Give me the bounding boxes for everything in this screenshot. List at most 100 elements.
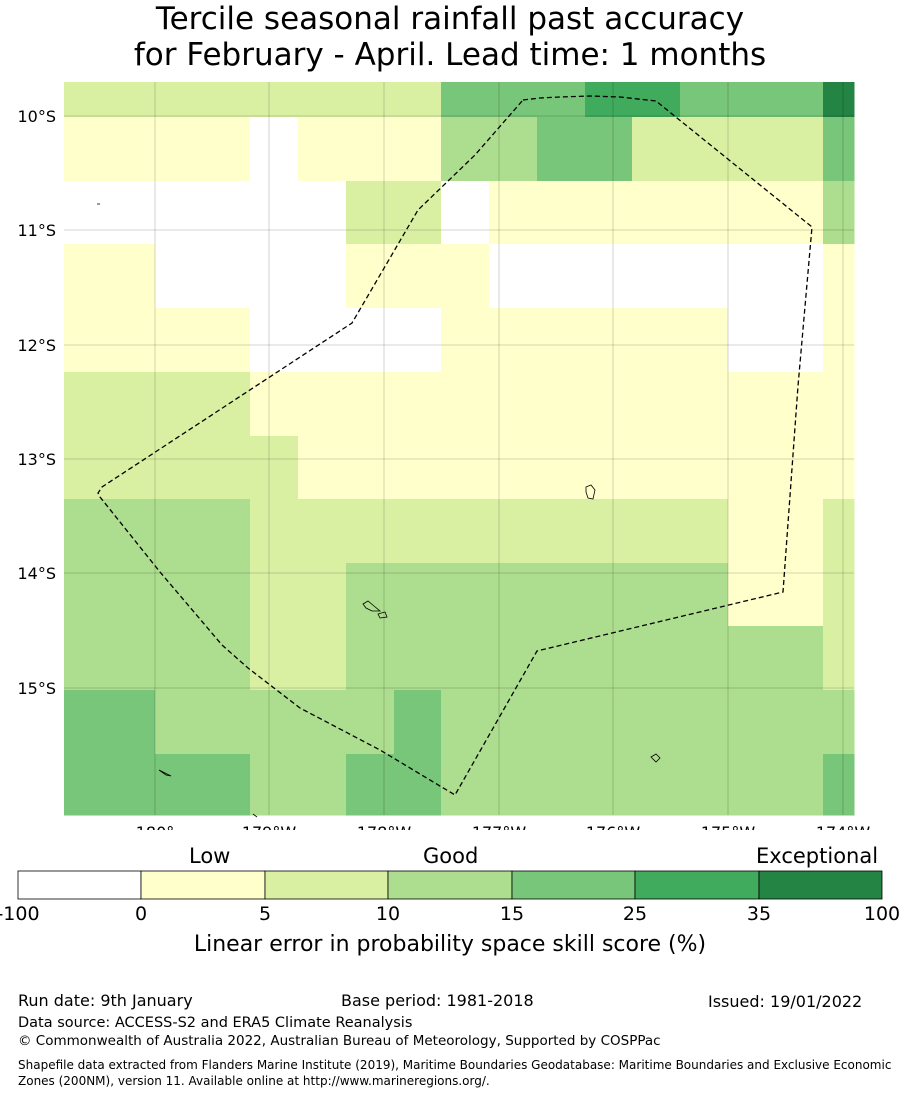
grid-cell (64, 626, 156, 691)
colorbar-tick: 5 (258, 903, 272, 925)
grid-cell (346, 244, 442, 309)
grid-cell (537, 308, 586, 373)
grid-cell (632, 117, 729, 182)
grid-cell (298, 499, 347, 564)
island-outline (650, 753, 661, 763)
grid-cell (394, 372, 442, 437)
grid-cell (110, 82, 156, 118)
grid-cell (155, 82, 204, 118)
grid-cell (155, 181, 251, 245)
grid-cell (394, 690, 442, 755)
grid-cell (250, 499, 299, 564)
copyright-notice: © Commonwealth of Australia 2022, Austra… (18, 1033, 661, 1049)
grid-cell (489, 117, 538, 182)
grid-cell (250, 563, 299, 627)
grid-cell (441, 82, 490, 118)
grid-cell (250, 117, 299, 182)
grid-cell (64, 82, 111, 118)
grid-cell (728, 82, 777, 118)
grid-cell (298, 117, 347, 182)
grid-cell (680, 82, 729, 118)
grid-cell (250, 626, 299, 691)
grid-cell (632, 308, 729, 373)
grid-cell (585, 563, 633, 627)
grid-cell (585, 499, 633, 564)
data-source: Data source: ACCESS-S2 and ERA5 Climate … (18, 1015, 413, 1031)
grid-cell (537, 82, 586, 118)
grid-cell (632, 690, 729, 755)
grid-cell (346, 499, 395, 564)
grid-cell (585, 82, 633, 118)
grid-cell (776, 181, 824, 245)
grid-cell (441, 563, 538, 627)
grid-cell (537, 436, 586, 500)
latitude-label: 10°S (17, 107, 56, 126)
colorbar-label-low: Low (189, 844, 231, 868)
grid-cell (64, 563, 156, 627)
skill-score-map: 10°S11°S12°S13°S14°S15°S 180°179°W178°W1… (17, 82, 871, 830)
grid-cell (250, 754, 299, 816)
longitude-label: 176°W (586, 823, 641, 830)
base-period: Base period: 1981-2018 (341, 991, 534, 1010)
grid-cell (728, 754, 824, 816)
grid-cell (346, 436, 395, 500)
grid-cell (823, 754, 855, 816)
grid-cell (155, 436, 251, 500)
colorbar-segment (758, 870, 883, 900)
longitude-label: 178°W (357, 823, 412, 830)
grid-cell (250, 244, 299, 309)
longitude-label: 179°W (242, 823, 297, 830)
grid-cell (728, 499, 824, 564)
island-outline (585, 484, 596, 500)
latitude-label: 11°S (17, 221, 56, 240)
grid-cell (823, 244, 855, 309)
grid-cell (585, 244, 633, 309)
grid-cell (346, 626, 395, 691)
shapefile-note: Shapefile data extracted from Flanders M… (18, 1058, 892, 1088)
grid-cell (776, 82, 824, 118)
grid-cell (585, 754, 633, 816)
grid-cell (728, 626, 824, 691)
grid-cell (64, 499, 156, 564)
grid-cell (441, 690, 538, 755)
grid-cell (394, 181, 442, 245)
colorbar-segment (511, 870, 636, 900)
grid-cell (155, 754, 251, 816)
grid-cell (823, 563, 855, 627)
grid-cell (64, 117, 156, 182)
grid-cell (394, 499, 442, 564)
grid-cell (298, 563, 347, 627)
grid-cell (585, 117, 633, 182)
grid-cell (728, 181, 777, 245)
grid-cell (632, 82, 681, 118)
grid-cell (394, 117, 442, 182)
grid-cell (298, 626, 347, 691)
grid-cell (441, 754, 538, 816)
grid-cell (346, 308, 395, 373)
grid-cell (441, 499, 538, 564)
grid-cell (298, 690, 347, 755)
grid-cell (585, 436, 633, 500)
grid-cell (64, 181, 156, 245)
longitude-label: 174°W (816, 823, 871, 830)
latitude-label: 15°S (17, 679, 56, 698)
grid-cell (632, 181, 729, 245)
island-outline (252, 813, 258, 818)
eez-boundary (97, 95, 813, 796)
grid-cell (537, 626, 586, 691)
grid-cell (394, 563, 442, 627)
chart-title-line1: Tercile seasonal rainfall past accuracy (155, 1, 745, 37)
grid-cell (632, 372, 729, 437)
skill-grid-cells (64, 82, 855, 816)
latitude-labels: 10°S 11°S 12°S 13°S 14°S 15°S (17, 107, 56, 698)
run-date: Run date: 9th January (18, 991, 193, 1010)
grid-cell (728, 308, 824, 373)
latitude-label: 14°S (17, 564, 56, 583)
grid-cell (537, 690, 586, 755)
grid-cell (489, 244, 538, 309)
grid-cell (441, 308, 538, 373)
island-outline (158, 769, 172, 777)
grid-cell (632, 563, 729, 627)
grid-cell (823, 117, 855, 182)
island-outline (377, 611, 388, 619)
